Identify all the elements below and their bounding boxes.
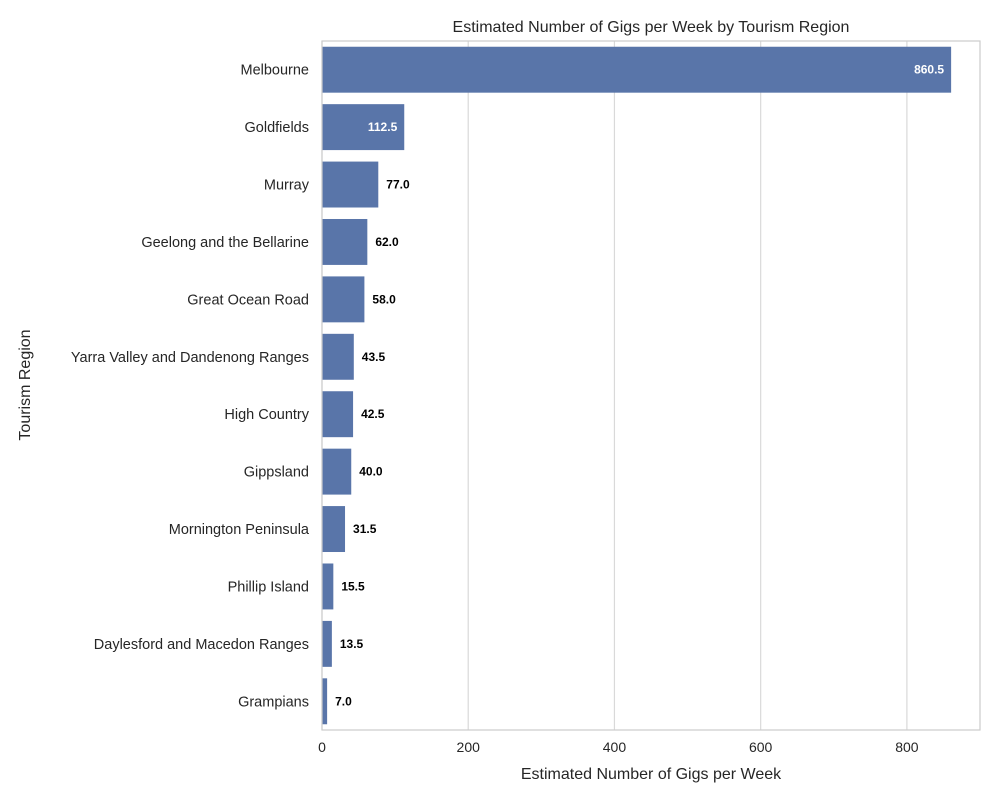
plot-border	[321, 40, 981, 731]
bar-9	[322, 563, 334, 610]
data-label-2: 77.0	[386, 178, 410, 192]
bar-11	[322, 678, 328, 725]
chart-title: Estimated Number of Gigs per Week by Tou…	[453, 19, 850, 36]
x-tick-label-1: 200	[457, 739, 481, 755]
bar-3	[322, 218, 368, 265]
x-tick-label-4: 800	[895, 739, 919, 755]
bar-4	[322, 276, 365, 323]
data-label-10: 13.5	[340, 637, 364, 651]
bar-2	[322, 161, 379, 208]
bar-6	[322, 391, 354, 438]
bar-1	[322, 104, 405, 151]
y-tick-label-3: Geelong and the Bellarine	[141, 235, 309, 251]
plot-frame	[321, 40, 981, 731]
y-tick-label-11: Grampians	[238, 694, 309, 710]
y-tick-label-1: Goldfields	[245, 120, 309, 136]
x-tick-label-0: 0	[318, 739, 326, 755]
y-tick-label-6: High Country	[224, 407, 309, 423]
labels: 0 200 400 600 800 Melbourne 860.5 Goldfields 112…	[71, 63, 945, 755]
data-label-11: 7.0	[335, 694, 352, 708]
data-label-4: 58.0	[372, 292, 396, 306]
data-label-9: 15.5	[341, 579, 365, 593]
data-label-6: 42.5	[361, 407, 385, 421]
bar-0	[322, 46, 952, 93]
data-label-0: 860.5	[914, 63, 944, 77]
y-tick-label-9: Phillip Island	[228, 579, 309, 595]
bar-8	[322, 506, 346, 553]
y-tick-label-10: Daylesford and Macedon Ranges	[94, 637, 309, 653]
y-tick-label-4: Great Ocean Road	[187, 292, 309, 308]
data-label-8: 31.5	[353, 522, 377, 536]
data-label-1: 112.5	[368, 120, 398, 134]
y-axis-label: Tourism Region	[17, 329, 34, 440]
x-tick-label-2: 400	[603, 739, 627, 755]
data-label-3: 62.0	[375, 235, 399, 249]
x-tick-label-3: 600	[749, 739, 773, 755]
bar-7	[322, 448, 352, 495]
y-tick-label-2: Murray	[264, 178, 310, 194]
data-label-5: 43.5	[362, 350, 386, 364]
x-axis-label: Estimated Number of Gigs per Week	[521, 766, 782, 783]
bars	[322, 46, 952, 725]
y-tick-label-7: Gippsland	[244, 465, 309, 481]
bar-10	[322, 620, 332, 667]
y-tick-label-5: Yarra Valley and Dandenong Ranges	[71, 350, 309, 366]
y-tick-label-0: Melbourne	[240, 63, 309, 79]
y-tick-label-8: Mornington Peninsula	[169, 522, 310, 538]
data-label-7: 40.0	[359, 465, 383, 479]
bar-5	[322, 333, 354, 380]
